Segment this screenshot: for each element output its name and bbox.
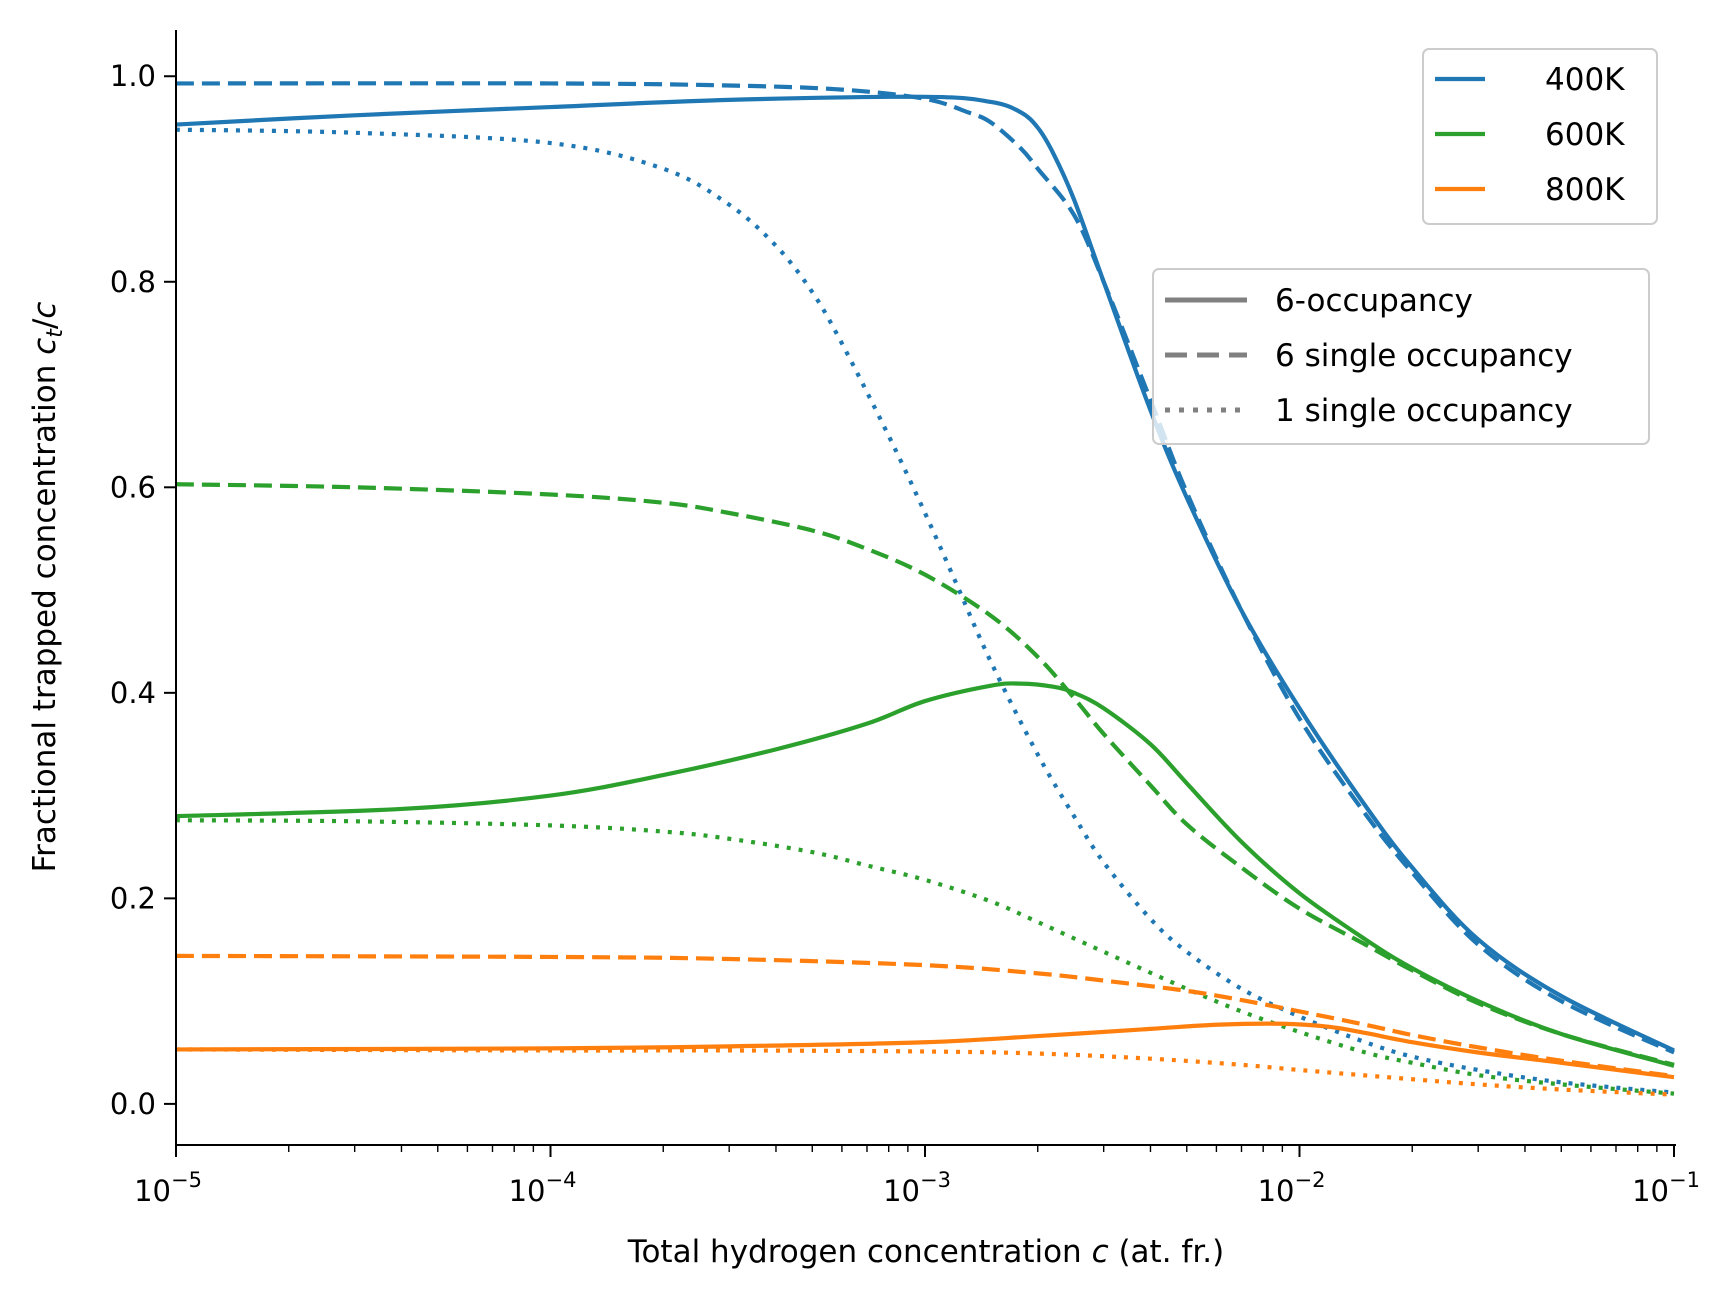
series-400k-dashed xyxy=(175,81,1675,1055)
axis-ticks xyxy=(164,75,1675,1157)
x-tick-exponent: −2 xyxy=(1294,1168,1325,1192)
series-800k-dashed xyxy=(175,953,1675,1079)
legend-label-600k: 600K xyxy=(1545,117,1625,153)
series-800k-solid xyxy=(175,1021,1675,1080)
x-axis-label-var: c xyxy=(1092,1234,1109,1270)
series-600k-dotted xyxy=(175,818,1675,1096)
legend-label-400k: 400K xyxy=(1545,62,1625,98)
series-600k-dashed xyxy=(175,482,1675,1067)
x-tick-labels: 10−5 10−4 10−3 10−2 10−1 xyxy=(134,1168,1700,1208)
series-600k-solid xyxy=(175,681,1675,1068)
y-axis-label-subscript: t xyxy=(43,328,68,338)
plot-series xyxy=(175,81,1675,1097)
x-tick-label: 10−4 xyxy=(509,1168,577,1208)
legend-label-dashed: 6 single occupancy xyxy=(1275,338,1573,374)
y-tick-label: 0.6 xyxy=(110,470,156,504)
x-tick-exponent: −5 xyxy=(171,1168,202,1192)
series-800k-dotted xyxy=(175,1047,1675,1097)
x-tick-base: 10 xyxy=(134,1174,171,1208)
y-tick-label: 0.2 xyxy=(110,881,156,915)
x-tick-label: 10−5 xyxy=(134,1168,202,1208)
legend-style-frame xyxy=(1152,268,1650,445)
x-tick-exponent: −3 xyxy=(920,1168,951,1192)
x-tick-base: 10 xyxy=(509,1174,546,1208)
y-axis-label-var: c xyxy=(27,338,63,355)
x-tick-base: 10 xyxy=(883,1174,920,1208)
x-axis-label-unit: (at. fr.) xyxy=(1109,1234,1225,1270)
x-tick-base: 10 xyxy=(1258,1174,1295,1208)
legend-label-solid: 6-occupancy xyxy=(1275,283,1473,319)
y-tick-label: 1.0 xyxy=(110,59,156,93)
y-axis-label: Fractional trapped concentration ct/c xyxy=(27,302,68,873)
y-axis-label-var2: c xyxy=(27,302,63,319)
x-tick-exponent: −4 xyxy=(545,1168,576,1192)
y-axis-label-text: Fractional trapped concentration xyxy=(27,355,63,873)
legend-style: 6-occupancy 6 single occupancy 1 single … xyxy=(1152,268,1650,445)
y-tick-label: 0.0 xyxy=(110,1087,156,1121)
x-tick-label: 10−3 xyxy=(883,1168,951,1208)
x-tick-base: 10 xyxy=(1632,1174,1669,1208)
y-tick-label: 0.4 xyxy=(110,676,156,710)
legend-temperature: 400K 600K 800K xyxy=(1422,48,1658,225)
y-tick-labels: 0.0 0.2 0.4 0.6 0.8 1.0 xyxy=(110,59,156,1121)
x-tick-label: 10−2 xyxy=(1258,1168,1326,1208)
x-tick-exponent: −1 xyxy=(1669,1168,1700,1192)
legend-label-800k: 800K xyxy=(1545,172,1625,208)
x-tick-label: 10−1 xyxy=(1632,1168,1700,1208)
x-axis-label: Total hydrogen concentration c (at. fr.) xyxy=(627,1234,1224,1270)
series-400k-solid xyxy=(175,94,1675,1053)
y-tick-label: 0.8 xyxy=(110,265,156,299)
x-minor-ticks xyxy=(288,1145,1658,1152)
x-axis-label-text: Total hydrogen concentration xyxy=(627,1234,1092,1270)
legend-temperature-frame xyxy=(1422,48,1658,225)
legend-label-dotted: 1 single occupancy xyxy=(1275,393,1573,429)
y-axis-label-slash: / xyxy=(27,318,63,329)
